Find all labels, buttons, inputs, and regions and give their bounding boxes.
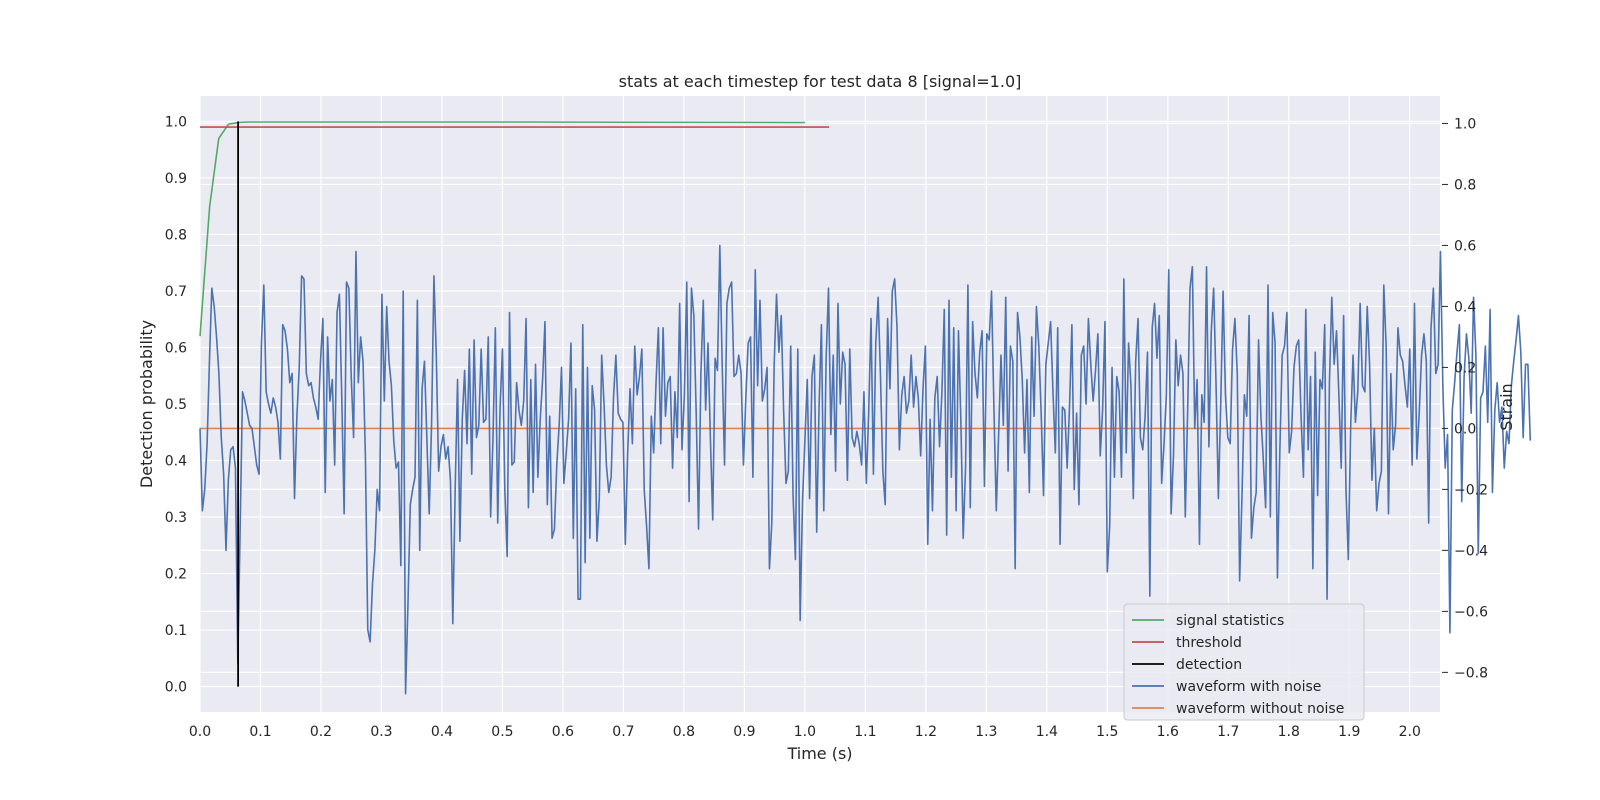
legend-entry: threshold	[1176, 635, 1242, 651]
y-tick-label: 1.0	[165, 114, 187, 130]
x-tick-label: 0.5	[491, 724, 513, 740]
y-tick-label: 0.3	[165, 510, 187, 526]
series-layer	[199, 121, 1532, 695]
y2-tick-label: 0.4	[1454, 299, 1476, 315]
legend-entry: waveform with noise	[1176, 679, 1321, 695]
x-tick-label: 1.3	[975, 724, 997, 740]
y2-tick-label: −0.8	[1454, 665, 1488, 681]
x-tick-label: 2.0	[1399, 724, 1421, 740]
y-tick-label: 0.1	[165, 623, 187, 639]
y2-tick-label: 0.2	[1454, 360, 1476, 376]
legend-entry: detection	[1176, 657, 1242, 673]
x-tick-label: 1.2	[915, 724, 937, 740]
x-tick-label: 1.4	[1036, 724, 1058, 740]
x-tick-label: 1.9	[1338, 724, 1360, 740]
x-tick-labels: 0.0 0.1 0.2 0.3 0.4 0.5 0.6 0.7 0.8 0.9 1.0 1.1 1.2 1…	[189, 724, 1421, 740]
x-tick-label: 0.2	[310, 724, 332, 740]
x-axis-label: Time (s)	[786, 744, 852, 763]
y-tick-label: 0.6	[165, 340, 187, 356]
y-tick-label: 0.8	[165, 227, 187, 243]
x-tick-label: 0.7	[612, 724, 634, 740]
y-tick-label: 0.9	[165, 171, 187, 187]
legend-entry: signal statistics	[1176, 613, 1284, 629]
y-tick-label: 0.0	[165, 680, 187, 696]
y2-tick-label: −0.2	[1454, 482, 1488, 498]
legend-box	[1123, 603, 1365, 721]
x-tick-label: 0.3	[370, 724, 392, 740]
y2-axis-label: Strain	[1497, 383, 1516, 430]
chart-title: stats at each timestep for test data 8 […	[619, 72, 1022, 91]
waveform-with-noise-line	[199, 244, 1532, 695]
x-tick-label: 0.0	[189, 724, 211, 740]
y2-tick-labels: −0.8 −0.6 −0.4 −0.2 0.0 0.2 0.4 0.6 0.8 1.0	[1442, 116, 1488, 681]
y-tick-label: 0.4	[165, 454, 187, 470]
x-tick-label: 1.1	[854, 724, 876, 740]
x-tick-label: 1.0	[794, 724, 816, 740]
x-tick-label: 0.4	[431, 724, 453, 740]
y2-tick-label: −0.6	[1454, 604, 1488, 620]
y-axis-label: Detection probability	[137, 320, 156, 488]
x-tick-label: 1.7	[1217, 724, 1239, 740]
x-tick-label: 0.6	[552, 724, 574, 740]
y2-tick-label: 1.0	[1454, 116, 1476, 132]
x-tick-label: 1.5	[1096, 724, 1118, 740]
legend: signal statistics threshold detection wavef…	[1123, 603, 1365, 721]
x-tick-label: 1.6	[1157, 724, 1179, 740]
y2-tick-label: 0.8	[1454, 177, 1476, 193]
legend-entry: waveform without noise	[1176, 701, 1344, 717]
y-tick-labels: 0.0 0.1 0.2 0.3 0.4 0.5 0.6 0.7 0.8 0.9 1.0	[165, 114, 187, 695]
y-tick-label: 0.2	[165, 567, 187, 583]
y-tick-label: 0.5	[165, 397, 187, 413]
y2-tick-label: 0.6	[1454, 238, 1476, 254]
x-tick-label: 0.8	[673, 724, 695, 740]
y2-tick-label: 0.0	[1454, 421, 1476, 437]
y2-tick-label: −0.4	[1454, 543, 1488, 559]
x-tick-label: 0.9	[733, 724, 755, 740]
y-tick-label: 0.7	[165, 284, 187, 300]
x-tick-label: 0.1	[249, 724, 271, 740]
x-tick-label: 1.8	[1278, 724, 1300, 740]
